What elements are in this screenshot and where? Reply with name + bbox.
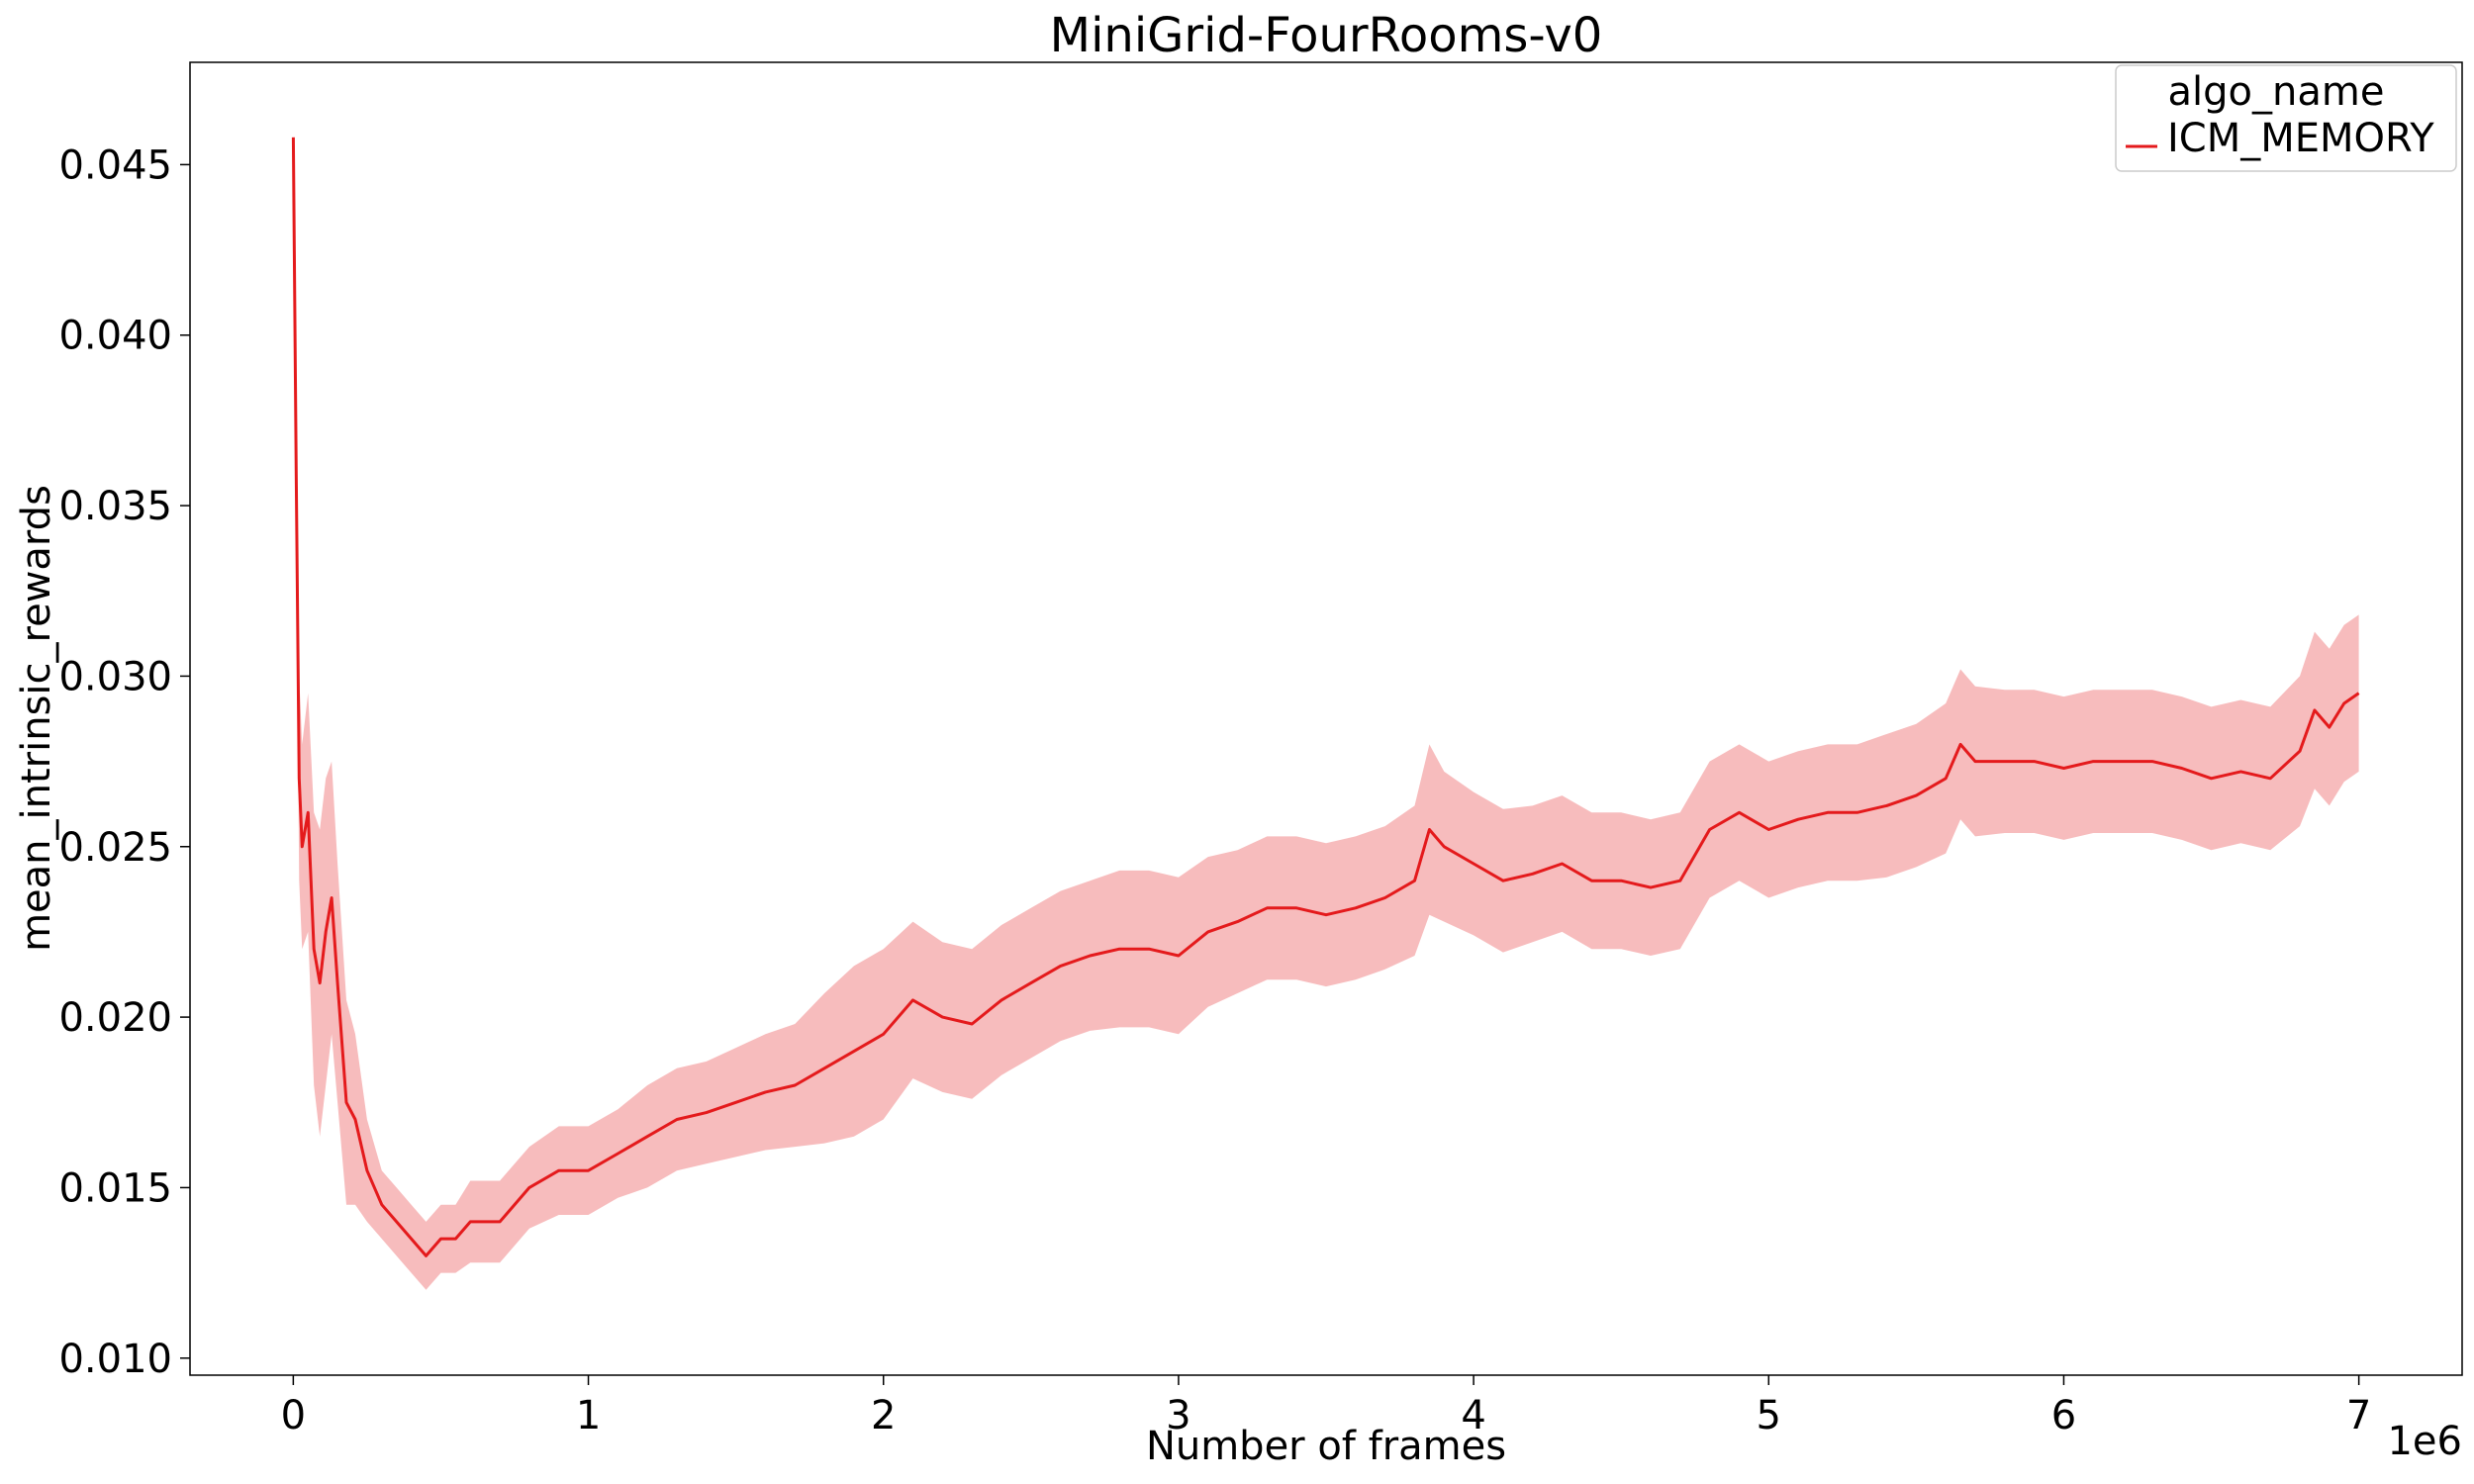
y-tick-label: 0.010	[58, 1337, 172, 1382]
legend: algo_name ICM_MEMORY	[2115, 64, 2457, 172]
y-tick-label: 0.015	[58, 1165, 172, 1211]
x-tick-label: 1	[576, 1393, 601, 1438]
legend-title: algo_name	[2168, 69, 2385, 115]
y-tick-label: 0.030	[58, 654, 172, 699]
x-tick-label: 4	[1461, 1393, 1485, 1438]
series-line-icm-memory	[291, 137, 2360, 1257]
confidence-band-icm-memory	[293, 137, 2359, 1290]
chart-title: MiniGrid-FourRooms-v0	[1050, 8, 1603, 63]
y-tick-label: 0.045	[58, 142, 172, 188]
y-axis-label: mean_intrinsic_rewards	[14, 485, 59, 952]
x-axis: 0 1 2 3 4 5 6 7	[281, 1375, 2371, 1438]
y-tick-label: 0.035	[58, 484, 172, 529]
y-tick-label: 0.040	[58, 314, 172, 359]
legend-box	[2115, 64, 2457, 172]
x-tick-label: 5	[1757, 1393, 1781, 1438]
plot-frame	[189, 61, 2463, 1376]
y-tick-label: 0.020	[58, 995, 172, 1041]
x-tick-label: 2	[871, 1393, 896, 1438]
x-axis-label: Number of frames	[1146, 1424, 1506, 1469]
series-line-layer	[291, 137, 2360, 1257]
x-tick-label: 3	[1166, 1393, 1190, 1438]
x-tick-label: 0	[281, 1393, 306, 1438]
confidence-band-layer	[293, 137, 2359, 1290]
x-tick-label: 7	[2346, 1393, 2371, 1438]
x-axis-multiplier: 1e6	[2387, 1419, 2462, 1464]
y-axis: 0.010 0.015 0.020 0.025 0.030 0.035 0.040 0.045	[58, 142, 190, 1382]
y-tick-label: 0.025	[58, 825, 172, 871]
legend-entry-icm-memory: ICM_MEMORY	[2167, 116, 2434, 161]
x-tick-label: 6	[2051, 1393, 2076, 1438]
